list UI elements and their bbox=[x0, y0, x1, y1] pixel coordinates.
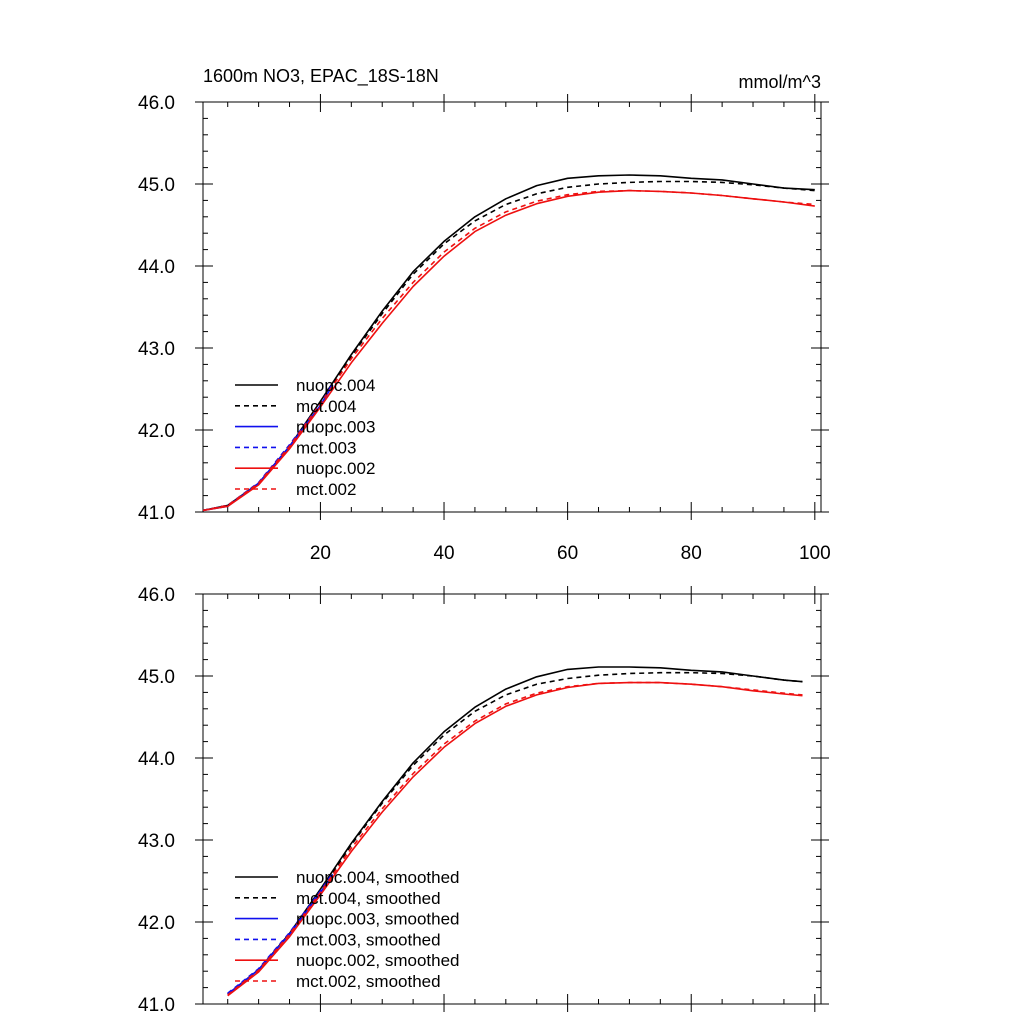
chart-title: 1600m NO3, EPAC_18S-18N bbox=[203, 66, 439, 87]
series-line-mct-004 bbox=[202, 180, 815, 512]
y-tick-label: 43.0 bbox=[138, 339, 175, 360]
units-label: mmol/m^3 bbox=[739, 72, 821, 92]
legend-label: mct.004, smoothed bbox=[296, 889, 441, 908]
legend-label: mct.003 bbox=[296, 438, 356, 457]
legend-label: mct.004 bbox=[296, 397, 356, 416]
y-tick-label: 41.0 bbox=[138, 995, 175, 1016]
legend-label: mct.002, smoothed bbox=[296, 972, 441, 991]
series-line-mct-002-smoothed bbox=[227, 681, 803, 996]
series-line-mct-002 bbox=[202, 189, 815, 512]
x-tick-label: 100 bbox=[799, 543, 831, 564]
legend-label: nuopc.004, smoothed bbox=[296, 868, 460, 887]
plot-frame bbox=[202, 101, 822, 513]
y-tick-label: 44.0 bbox=[138, 749, 175, 770]
legend-label: nuopc.002 bbox=[296, 459, 375, 478]
series-line-mct-003-smoothed bbox=[227, 872, 334, 994]
series-line-nuopc-004 bbox=[202, 174, 815, 512]
series-line-nuopc-002 bbox=[202, 189, 815, 512]
x-tick-label: 60 bbox=[557, 543, 578, 564]
x-tick-label: 40 bbox=[433, 543, 454, 564]
x-tick-label: 80 bbox=[681, 543, 702, 564]
plot-frame bbox=[202, 593, 822, 1005]
legend-label: nuopc.002, smoothed bbox=[296, 951, 460, 970]
y-tick-label: 46.0 bbox=[138, 93, 175, 114]
y-tick-label: 44.0 bbox=[138, 257, 175, 278]
series-line-nuopc-002-smoothed bbox=[227, 681, 803, 997]
y-tick-label: 42.0 bbox=[138, 913, 175, 934]
series-line-nuopc-004-smoothed bbox=[227, 666, 803, 995]
legend-label: mct.003, smoothed bbox=[296, 930, 441, 949]
y-tick-label: 45.0 bbox=[138, 667, 175, 688]
x-tick-label: 20 bbox=[310, 543, 331, 564]
legend-label: mct.002 bbox=[296, 480, 356, 499]
y-tick-label: 45.0 bbox=[138, 175, 175, 196]
legend-label: nuopc.004 bbox=[296, 376, 375, 395]
legend-label: nuopc.003 bbox=[296, 418, 375, 437]
y-tick-label: 42.0 bbox=[138, 421, 175, 442]
top-panel: 1600m NO3, EPAC_18S-18N mmol/m^3 20 40 60 8… bbox=[138, 66, 831, 564]
bottom-panel: 41.0 42.0 43.0 44.0 45.0 46.0 nuopc.004, smoot… bbox=[138, 585, 829, 1016]
legend-label: nuopc.003, smoothed bbox=[296, 910, 460, 929]
y-tick-label: 41.0 bbox=[138, 503, 175, 524]
y-tick-label: 43.0 bbox=[138, 831, 175, 852]
y-tick-label: 46.0 bbox=[138, 585, 175, 606]
